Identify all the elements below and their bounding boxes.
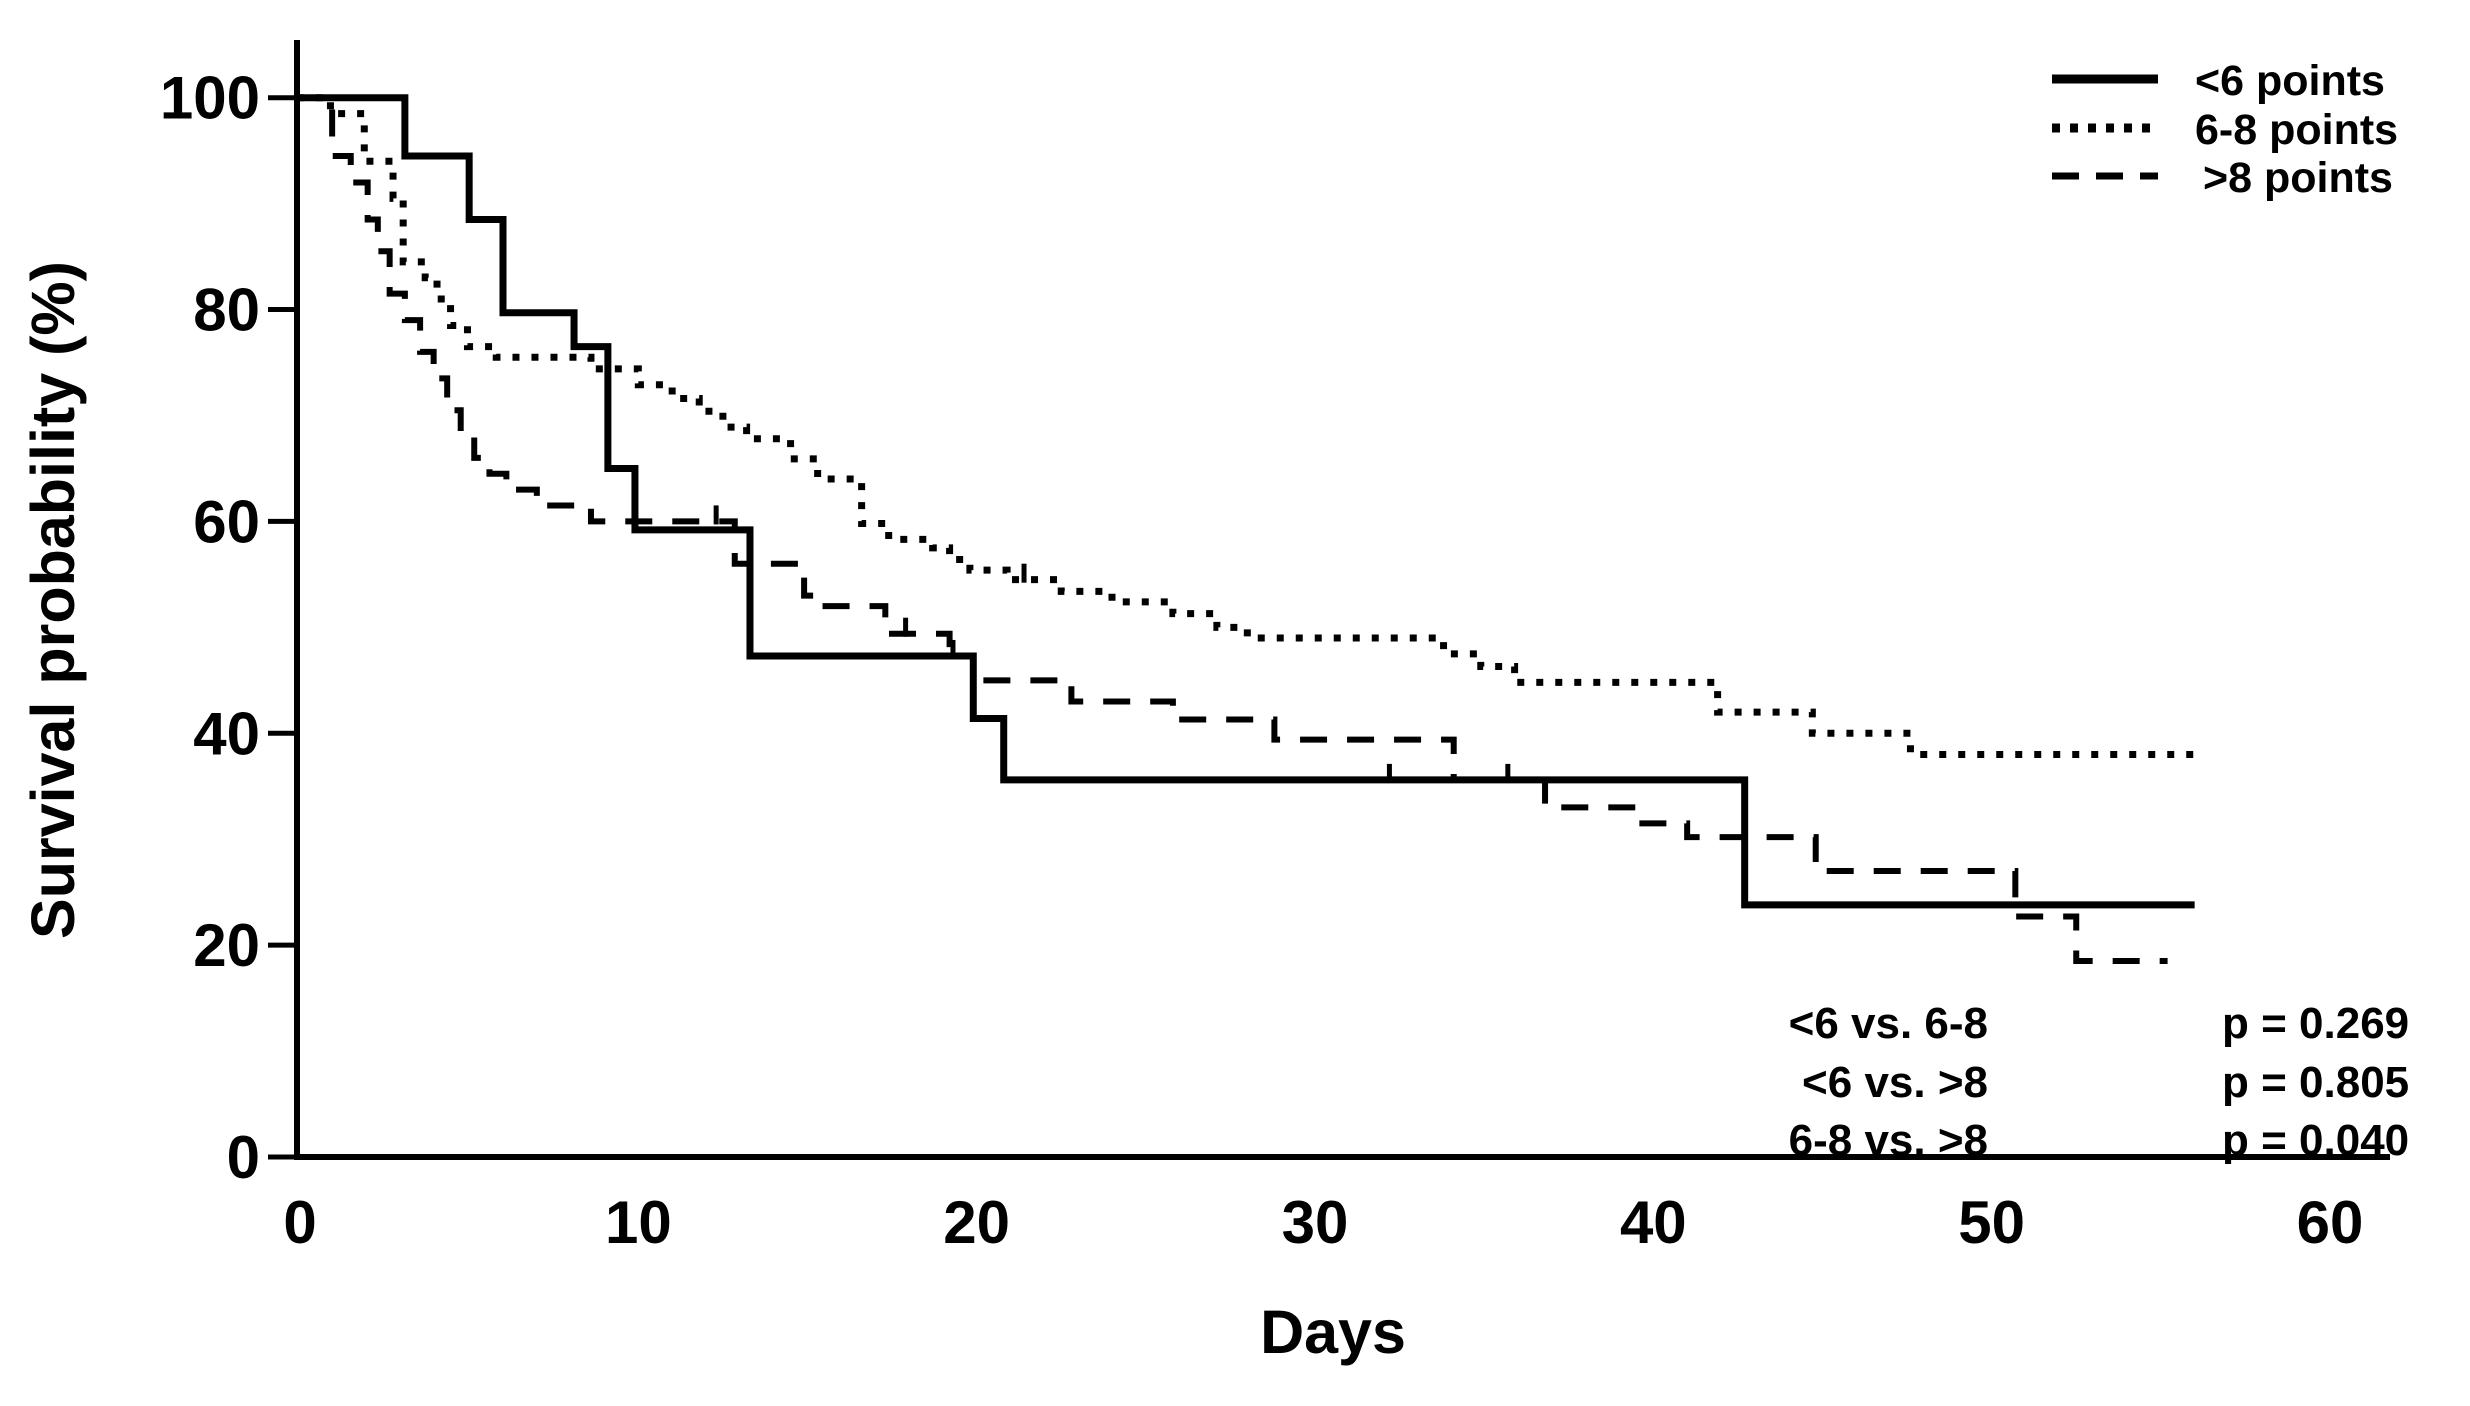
y-axis-title: Survival probability (%) xyxy=(19,261,87,939)
pvalue-value-2: p = 0.805 xyxy=(2222,1058,2409,1107)
x-axis-title: Days xyxy=(1260,1298,1406,1366)
survival-curve-dashed xyxy=(297,94,2168,965)
y-tick-label: 60 xyxy=(193,488,260,555)
y-tick-label: 20 xyxy=(193,912,260,979)
x-tick-label: 50 xyxy=(1958,1189,2025,1256)
pvalue-block: <6 vs. 6-8 p = 0.269 <6 vs. >8 p = 0.805… xyxy=(1789,999,2410,1165)
x-tick-label: 40 xyxy=(1620,1189,1687,1256)
pvalue-comparison-2: <6 vs. >8 xyxy=(1802,1058,1988,1107)
survival-curve-dotted xyxy=(297,94,2202,758)
survival-curve-solid xyxy=(297,94,2195,909)
y-axis-ticks: 100 80 60 40 20 0 xyxy=(160,65,297,1191)
legend-label-gt8: >8 points xyxy=(2203,154,2393,202)
legend-label-6to8: 6-8 points xyxy=(2195,106,2398,154)
censor-tick-marks xyxy=(713,505,1511,783)
legend: <6 points 6-8 points >8 points xyxy=(2052,57,2398,202)
x-tick-label: 20 xyxy=(943,1189,1010,1256)
x-tick-label: 60 xyxy=(2297,1189,2364,1256)
y-tick-label: 0 xyxy=(227,1124,260,1191)
survival-curves xyxy=(297,94,2202,965)
y-tick-label: 100 xyxy=(160,65,260,132)
x-axis-ticks: 0 10 20 30 40 50 60 xyxy=(283,1189,2363,1256)
x-tick-label: 30 xyxy=(1282,1189,1349,1256)
x-tick-label: 10 xyxy=(605,1189,672,1256)
pvalue-value-3: p = 0.040 xyxy=(2222,1116,2409,1165)
legend-label-lt6: <6 points xyxy=(2195,57,2385,105)
pvalue-comparison-1: <6 vs. 6-8 xyxy=(1789,999,1988,1048)
y-tick-label: 80 xyxy=(193,277,260,344)
pvalue-value-1: p = 0.269 xyxy=(2222,999,2409,1048)
x-tick-label: 0 xyxy=(283,1189,316,1256)
y-tick-label: 40 xyxy=(193,700,260,767)
pvalue-comparison-3: 6-8 vs. >8 xyxy=(1789,1116,1988,1165)
